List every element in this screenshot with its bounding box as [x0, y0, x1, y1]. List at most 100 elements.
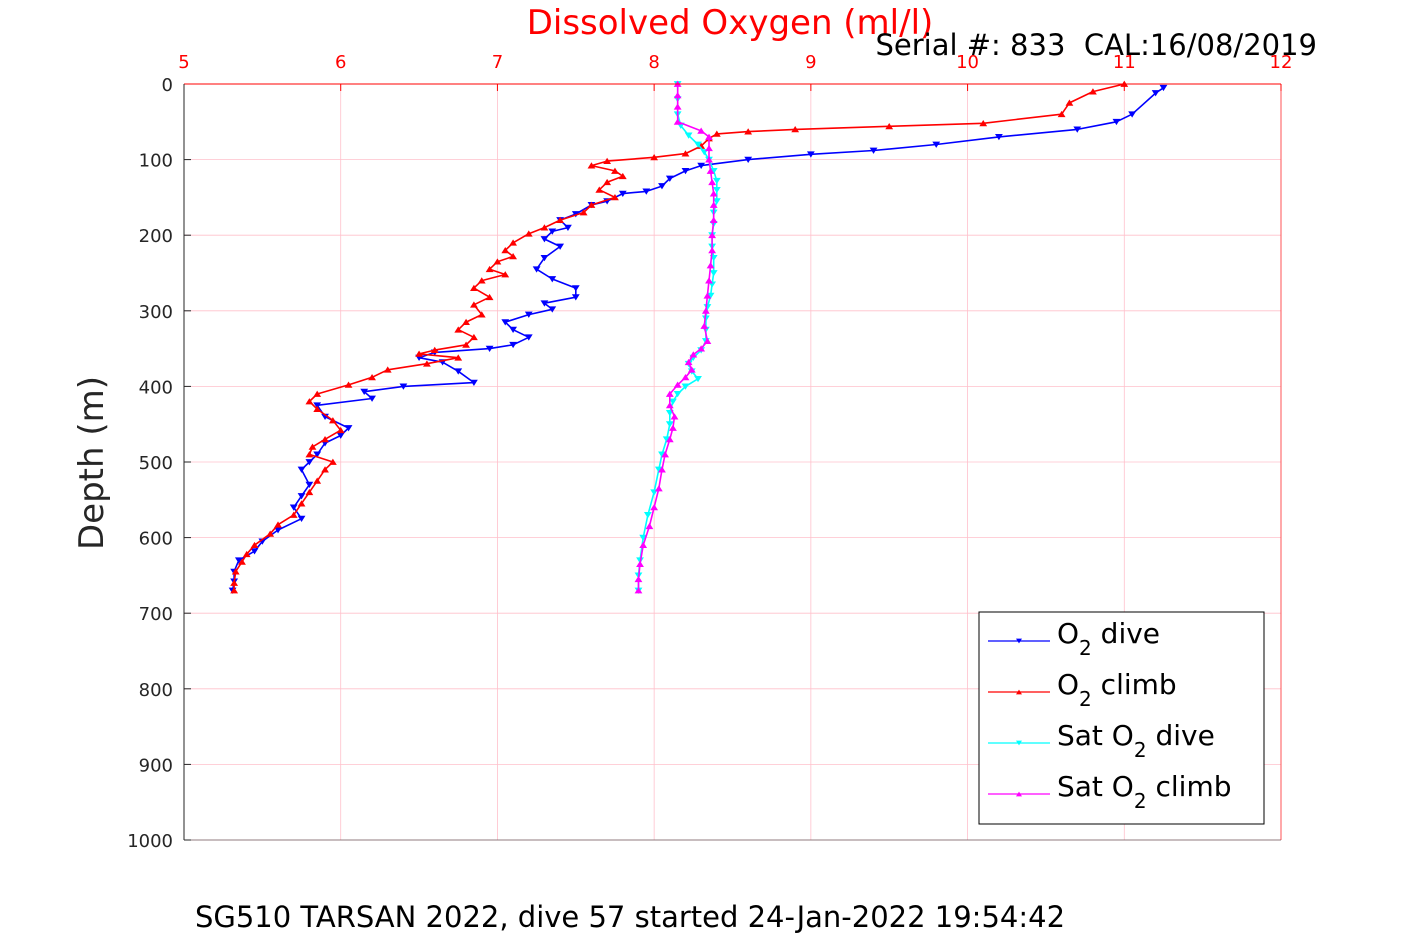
- data-point-o2-climb: [242, 550, 251, 558]
- legend-marker: [1016, 638, 1022, 644]
- data-point-sat-o2-climb: [681, 373, 690, 381]
- data-point-o2-climb: [313, 390, 322, 397]
- data-point-o2-dive: [368, 395, 376, 402]
- data-point-sat-o2-climb: [673, 103, 682, 110]
- data-point-o2-dive: [234, 557, 243, 564]
- legend-entry: O2 dive: [1057, 617, 1160, 660]
- data-point-sat-o2-dive: [712, 186, 721, 194]
- data-point-o2-dive: [744, 156, 753, 163]
- data-point-o2-dive: [509, 341, 518, 349]
- data-point-o2-climb: [321, 466, 329, 473]
- data-point-o2-climb: [289, 511, 298, 518]
- data-point-o2-dive: [556, 243, 565, 250]
- data-point-sat-o2-climb: [689, 351, 698, 358]
- data-point-o2-climb: [470, 301, 478, 308]
- data-point-o2-climb: [250, 541, 259, 549]
- data-point-sat-o2-dive: [681, 383, 690, 390]
- data-point-o2-dive: [399, 383, 408, 390]
- series-sat-o2-climb: [634, 80, 718, 594]
- data-point-o2-climb: [650, 153, 659, 161]
- data-point-sat-o2-dive: [665, 409, 674, 417]
- y-tick-label: 400: [139, 377, 173, 398]
- data-point-o2-dive: [1073, 126, 1082, 133]
- data-point-o2-dive: [869, 147, 878, 154]
- data-point-sat-o2-climb: [654, 485, 663, 492]
- x-tick-label: 7: [492, 52, 503, 73]
- data-point-sat-o2-climb: [687, 366, 696, 373]
- data-point-sat-o2-climb: [673, 381, 682, 388]
- data-point-o2-dive: [454, 368, 463, 375]
- data-point-sat-o2-climb: [697, 345, 706, 352]
- data-point-sat-o2-dive: [712, 177, 721, 185]
- data-point-o2-dive: [289, 504, 298, 511]
- data-point-o2-dive: [297, 466, 306, 473]
- y-tick-label: 100: [139, 151, 173, 172]
- data-point-o2-climb: [681, 150, 690, 157]
- legend-marker: [1016, 791, 1022, 797]
- series-o2-climb: [230, 80, 1129, 594]
- data-point-sat-o2-climb: [673, 91, 682, 99]
- y-tick-label: 300: [139, 302, 173, 323]
- x-tick-label: 8: [648, 52, 659, 73]
- data-point-o2-climb: [579, 209, 588, 216]
- data-point-sat-o2-climb: [634, 575, 643, 583]
- data-point-sat-o2-dive: [665, 421, 674, 428]
- data-point-sat-o2-climb: [708, 246, 717, 254]
- legend-entry: Sat O2 dive: [1057, 719, 1215, 762]
- x-tick-label: 12: [1270, 52, 1293, 73]
- data-point-o2-dive: [571, 285, 580, 292]
- data-point-sat-o2-climb: [705, 133, 713, 140]
- data-point-o2-climb: [587, 201, 596, 208]
- data-point-o2-dive: [642, 188, 651, 195]
- data-point-o2-climb: [712, 130, 721, 137]
- data-point-o2-climb: [493, 258, 502, 265]
- y-tick-label: 700: [139, 604, 173, 625]
- data-point-sat-o2-dive: [709, 270, 718, 277]
- data-point-o2-dive: [548, 228, 557, 235]
- data-point-sat-o2-dive: [639, 534, 648, 541]
- data-point-sat-o2-climb: [673, 118, 682, 125]
- data-point-sat-o2-climb: [665, 390, 674, 397]
- data-point-o2-dive: [540, 236, 549, 243]
- legend-entry: Sat O2 climb: [1057, 770, 1232, 813]
- data-point-o2-climb: [297, 500, 306, 507]
- data-point-o2-dive: [1151, 90, 1160, 97]
- data-point-sat-o2-climb: [669, 424, 677, 431]
- legend-marker: [1016, 689, 1022, 695]
- x-tick-label: 9: [805, 52, 816, 73]
- data-point-o2-climb: [509, 253, 518, 260]
- data-point-sat-o2-climb: [700, 322, 709, 329]
- data-point-o2-dive: [618, 190, 627, 197]
- y-tick-label: 900: [139, 755, 173, 776]
- data-point-o2-dive: [548, 276, 557, 283]
- data-point-o2-dive: [524, 311, 533, 318]
- data-point-o2-climb: [430, 346, 439, 354]
- data-point-o2-dive: [564, 224, 572, 231]
- data-point-sat-o2-climb: [709, 216, 718, 223]
- data-point-sat-o2-climb: [705, 156, 713, 163]
- data-point-o2-climb: [485, 293, 494, 301]
- data-point-o2-climb: [477, 311, 486, 318]
- data-point-o2-climb: [744, 128, 753, 135]
- y-tick-label: 600: [139, 529, 173, 550]
- data-point-sat-o2-climb: [706, 167, 715, 174]
- data-point-o2-dive: [305, 459, 314, 466]
- data-point-o2-climb: [383, 366, 392, 373]
- data-point-o2-climb: [415, 350, 423, 357]
- data-point-o2-climb: [328, 417, 337, 424]
- data-point-sat-o2-climb: [701, 307, 710, 314]
- data-point-o2-climb: [1089, 88, 1097, 95]
- data-point-sat-o2-climb: [708, 231, 717, 239]
- data-point-o2-dive: [501, 319, 510, 326]
- data-point-o2-climb: [524, 230, 533, 237]
- data-point-o2-climb: [611, 167, 619, 174]
- data-point-o2-climb: [791, 126, 800, 133]
- data-point-o2-climb: [618, 172, 627, 180]
- data-point-sat-o2-climb: [658, 466, 666, 473]
- data-point-sat-o2-climb: [665, 435, 674, 443]
- chart-title: Dissolved Oxygen (ml/l): [527, 3, 934, 43]
- data-point-sat-o2-climb: [634, 587, 643, 594]
- data-point-o2-dive: [360, 388, 369, 396]
- data-point-o2-climb: [587, 162, 596, 169]
